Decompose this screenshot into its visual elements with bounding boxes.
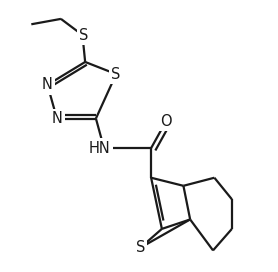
Text: N: N xyxy=(42,77,53,92)
Text: S: S xyxy=(136,240,145,255)
Text: N: N xyxy=(51,111,62,126)
Text: S: S xyxy=(111,67,121,82)
Text: S: S xyxy=(79,27,88,42)
Text: HN: HN xyxy=(89,141,111,156)
Text: O: O xyxy=(160,114,172,129)
